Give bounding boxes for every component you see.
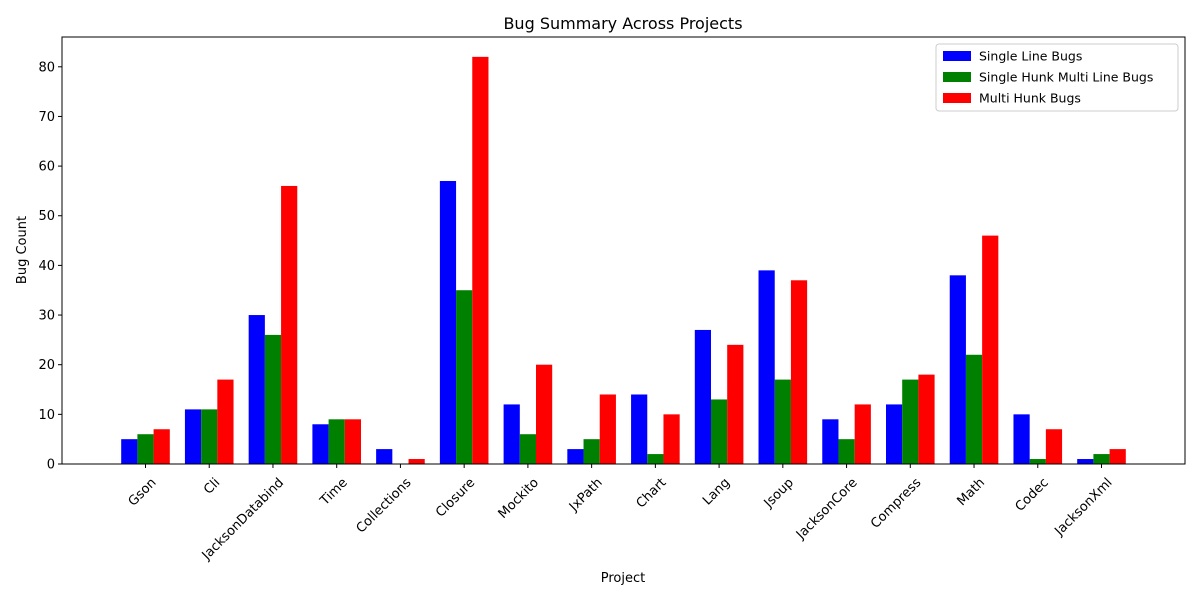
- bar: [1029, 459, 1046, 464]
- bar: [153, 429, 170, 464]
- x-tick-label: Math: [954, 475, 988, 509]
- y-tick-label: 30: [38, 309, 55, 324]
- legend-swatch: [943, 93, 971, 103]
- x-tick-label: Lang: [700, 475, 733, 508]
- legend-item: Single Line Bugs: [943, 49, 1082, 64]
- series-0: [121, 180, 1094, 465]
- bar: [694, 329, 711, 464]
- x-tick-label: Mockito: [496, 475, 542, 521]
- bar: [121, 439, 138, 464]
- y-axis-label: Bug Count: [15, 216, 30, 284]
- legend-item: Multi Hunk Bugs: [943, 91, 1081, 106]
- x-tick-label: Collections: [354, 475, 415, 536]
- bar: [1013, 414, 1030, 464]
- bar: [982, 235, 999, 464]
- bar: [472, 56, 489, 465]
- bar: [949, 275, 966, 464]
- legend-swatch: [943, 51, 971, 61]
- y-tick-label: 80: [38, 60, 55, 75]
- bar: [281, 185, 298, 464]
- bar: [1093, 454, 1110, 464]
- bar: [599, 394, 616, 464]
- y-axis: 0 10 20 30 40 50 60 70 80: [38, 60, 62, 473]
- bar: [727, 344, 744, 464]
- bar: [536, 364, 553, 464]
- plot-frame: [61, 36, 1186, 465]
- legend-label: Multi Hunk Bugs: [979, 91, 1081, 106]
- x-tick-label: Gson: [126, 475, 160, 509]
- bar: [439, 180, 457, 465]
- x-tick-label: Cli: [201, 475, 223, 497]
- bar: [344, 419, 361, 464]
- series-1: [137, 290, 1110, 464]
- bar: [790, 280, 808, 464]
- bar: [264, 334, 282, 464]
- legend-label: Single Line Bugs: [979, 49, 1082, 64]
- legend: Single Line Bugs Single Hunk Multi Line B…: [935, 43, 1179, 112]
- bar: [774, 379, 791, 464]
- bar: [663, 414, 680, 464]
- x-tick-label: Closure: [433, 475, 478, 520]
- x-axis-label: Project: [601, 571, 645, 586]
- bar: [631, 394, 648, 464]
- bar: [583, 439, 600, 464]
- bar: [567, 449, 584, 464]
- bar: [376, 449, 393, 464]
- bar: [918, 374, 935, 464]
- bar: [201, 409, 218, 464]
- bar: [758, 270, 775, 464]
- bar: [184, 409, 202, 464]
- bar: [248, 315, 265, 464]
- y-tick-label: 0: [47, 458, 55, 473]
- bar: [711, 399, 728, 464]
- bar: [647, 454, 664, 464]
- bar: [902, 379, 919, 464]
- legend-label: Single Hunk Multi Line Bugs: [979, 70, 1153, 85]
- x-tick-label: Codec: [1013, 475, 1052, 514]
- legend-swatch: [943, 72, 971, 82]
- bar: [854, 404, 871, 464]
- bar: [822, 419, 839, 464]
- y-tick-label: 60: [38, 160, 55, 175]
- bar: [503, 404, 520, 464]
- bar: [1109, 449, 1126, 464]
- bar: [217, 379, 234, 464]
- bar: [1045, 429, 1063, 464]
- bar: [456, 290, 473, 464]
- bar: [1077, 459, 1094, 464]
- x-tick-label: JacksonCore: [793, 475, 861, 543]
- y-tick-label: 50: [38, 209, 55, 224]
- bar: [965, 354, 983, 464]
- chart-title: Bug Summary Across Projects: [503, 14, 742, 33]
- series-2: [153, 56, 1126, 465]
- x-tick-label: Chart: [634, 475, 670, 511]
- legend-item: Single Hunk Multi Line Bugs: [943, 70, 1153, 85]
- x-tick-label: Compress: [868, 475, 924, 531]
- bar: [312, 424, 329, 464]
- bar: [328, 419, 345, 464]
- bar: [137, 434, 154, 464]
- y-tick-label: 40: [38, 259, 55, 274]
- x-tick-label: Time: [317, 475, 351, 509]
- y-tick-label: 20: [38, 358, 55, 373]
- x-tick-label: Jsoup: [761, 475, 797, 511]
- x-tick-label: JxPath: [566, 475, 606, 515]
- y-tick-label: 10: [38, 408, 55, 423]
- bar: [519, 434, 536, 464]
- y-tick-label: 70: [38, 110, 55, 125]
- bar: [838, 439, 855, 464]
- plot-area: [121, 56, 1126, 465]
- x-tick-label: JacksonXml: [1051, 475, 1115, 539]
- legend-box: [935, 43, 1179, 112]
- bar: [886, 404, 903, 464]
- bar: [408, 459, 425, 464]
